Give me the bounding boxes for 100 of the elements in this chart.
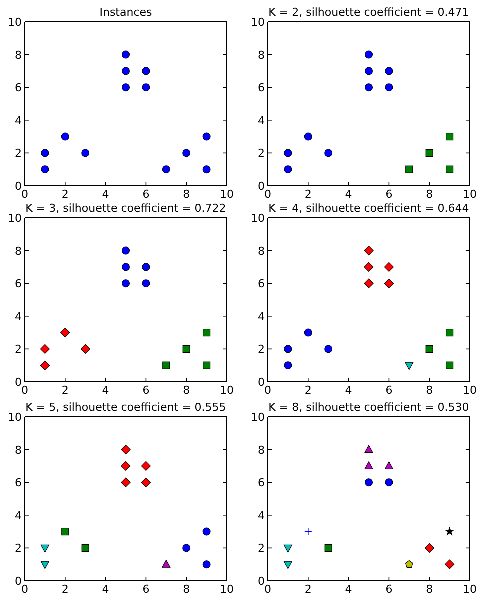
y-tick-label: 0 — [258, 376, 265, 389]
x-tick-label: 6 — [142, 188, 150, 201]
y-tick-label: 4 — [258, 310, 265, 324]
chart-title: K = 3, silhouette coefficient = 0.722 — [26, 202, 226, 216]
point — [202, 166, 211, 174]
point — [445, 560, 455, 570]
point — [62, 528, 70, 536]
point — [446, 528, 454, 536]
x-tick-label: 2 — [304, 384, 312, 397]
y-tick-label: 0 — [258, 575, 265, 588]
y-tick-label: 2 — [258, 343, 265, 356]
x-tick-label: 8 — [183, 583, 190, 596]
x-tick-label: 8 — [183, 188, 190, 201]
y-tick-label: 2 — [258, 542, 265, 556]
y-tick-label: 6 — [258, 82, 265, 95]
point — [365, 84, 373, 92]
chart-title: K = 8, silhouette coefficient = 0.530 — [268, 401, 470, 415]
point — [284, 561, 292, 570]
point — [122, 50, 130, 59]
point — [82, 544, 90, 552]
point — [142, 84, 150, 92]
point — [304, 328, 312, 337]
point — [122, 84, 130, 92]
point — [41, 149, 50, 158]
y-tick-label: 10 — [8, 16, 22, 29]
y-tick-label: 2 — [15, 147, 22, 160]
x-tick-label: 4 — [102, 583, 110, 596]
y-tick-label: 8 — [258, 48, 265, 62]
chart-title: K = 4, silhouette coefficient = 0.644 — [268, 202, 470, 216]
point — [385, 67, 394, 76]
point — [365, 67, 373, 76]
y-tick-label: 4 — [258, 114, 265, 128]
point — [122, 67, 130, 76]
point — [364, 278, 374, 288]
point — [324, 149, 333, 158]
point — [80, 344, 90, 354]
x-tick-label: 10 — [220, 583, 234, 596]
point — [284, 166, 292, 174]
chart-title: K = 5, silhouette coefficient = 0.555 — [26, 401, 226, 415]
point — [384, 278, 394, 288]
point — [41, 166, 50, 174]
point — [40, 360, 50, 370]
y-tick-label: 6 — [15, 278, 22, 291]
x-tick-label: 2 — [62, 188, 69, 201]
point — [203, 362, 211, 370]
point — [162, 560, 171, 568]
point — [426, 345, 434, 353]
point — [324, 544, 332, 552]
point — [284, 149, 292, 158]
y-tick-label: 0 — [15, 376, 22, 389]
x-tick-label: 2 — [304, 188, 312, 201]
point — [304, 132, 312, 141]
point — [324, 345, 333, 354]
y-tick-label: 4 — [15, 114, 22, 128]
point — [364, 262, 374, 272]
chart-title: K = 2, silhouette coefficient = 0.471 — [268, 6, 470, 20]
point — [203, 329, 211, 337]
point — [142, 280, 150, 288]
y-tick-label: 8 — [258, 244, 265, 258]
y-tick-label: 10 — [8, 212, 22, 225]
point — [284, 345, 292, 354]
y-tick-label: 2 — [15, 542, 22, 556]
point — [384, 462, 394, 470]
x-tick-label: 6 — [142, 384, 150, 397]
point — [121, 461, 131, 471]
point — [82, 149, 90, 158]
x-tick-label: 10 — [220, 384, 234, 397]
point — [446, 362, 454, 370]
y-tick-label: 8 — [15, 444, 22, 457]
point — [40, 544, 50, 553]
point — [142, 67, 150, 76]
point — [405, 362, 414, 370]
point — [365, 478, 373, 487]
point — [424, 543, 434, 553]
x-tick-label: 2 — [62, 384, 69, 397]
x-tick-label: 10 — [463, 188, 477, 201]
point — [446, 329, 454, 337]
x-tick-label: 6 — [386, 583, 393, 596]
x-tick-label: 8 — [426, 188, 434, 201]
y-tick-label: 0 — [15, 575, 22, 588]
point — [182, 149, 191, 158]
y-tick-label: 0 — [15, 180, 22, 193]
point — [182, 544, 191, 552]
x-tick-label: 4 — [345, 384, 352, 397]
y-tick-label: 10 — [251, 411, 265, 424]
y-tick-label: 8 — [15, 244, 22, 258]
point — [446, 166, 454, 174]
x-tick-label: 6 — [386, 188, 393, 201]
point — [446, 133, 454, 141]
y-tick-label: 6 — [258, 278, 265, 291]
point — [284, 362, 292, 370]
point — [426, 149, 434, 157]
x-tick-label: 4 — [102, 188, 110, 201]
x-tick-label: 10 — [220, 188, 234, 201]
point — [40, 344, 50, 354]
x-tick-label: 6 — [386, 384, 393, 397]
y-tick-label: 4 — [15, 509, 22, 522]
point — [60, 328, 70, 338]
point — [141, 478, 151, 488]
point — [202, 560, 211, 569]
